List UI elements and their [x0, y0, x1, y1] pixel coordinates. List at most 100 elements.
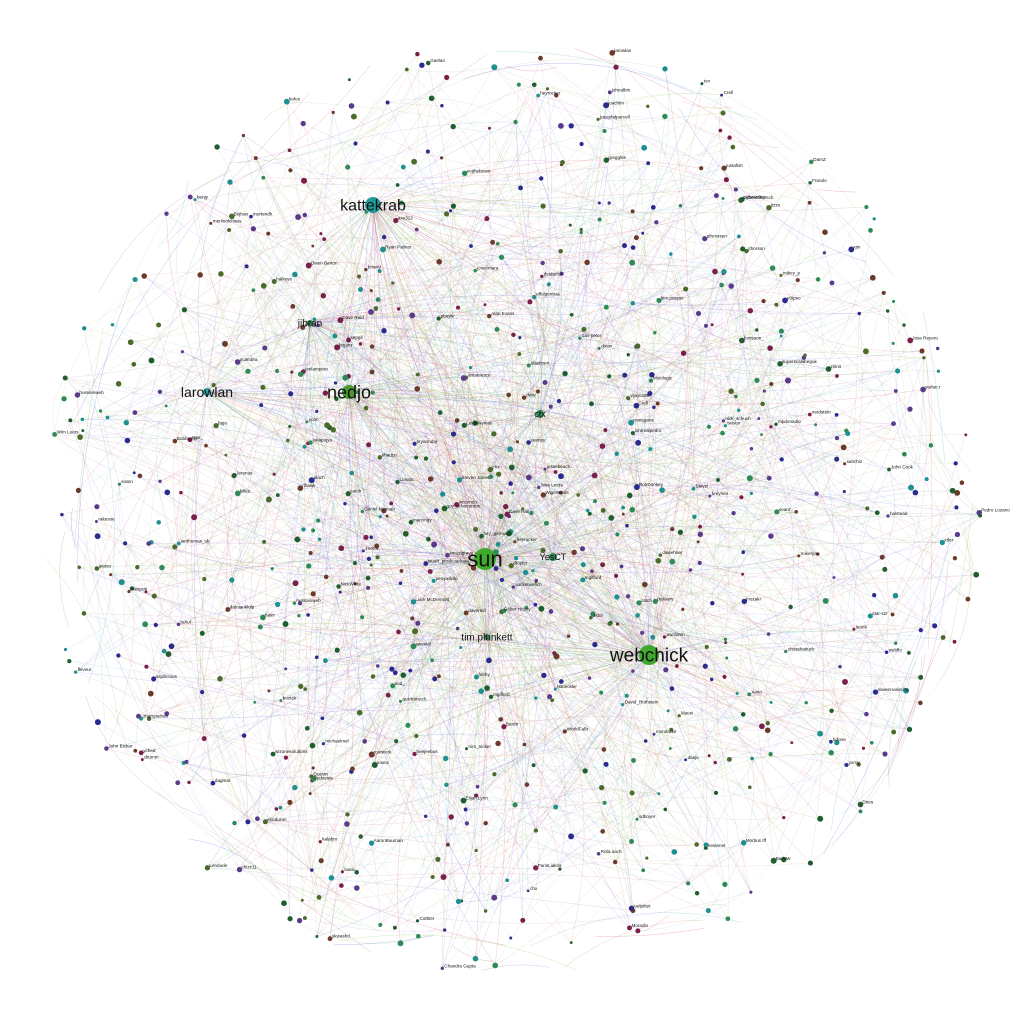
network-node	[779, 334, 783, 338]
network-edge	[485, 556, 554, 912]
node-label: xtfer	[944, 538, 953, 543]
network-edge	[264, 347, 349, 898]
network-edge	[220, 273, 785, 818]
network-edge	[552, 426, 772, 558]
network-edge	[84, 328, 312, 481]
network-edge	[372, 204, 592, 404]
network-edge	[741, 497, 818, 555]
network-node	[835, 374, 839, 378]
network-edge	[484, 300, 786, 560]
network-edge	[268, 448, 511, 500]
network-node	[817, 815, 824, 822]
node-label: dixon_	[601, 343, 615, 348]
node-label: Lunatic	[400, 477, 416, 482]
network-edge	[475, 850, 495, 898]
network-node	[451, 460, 456, 465]
network-edge	[486, 218, 532, 534]
network-edge	[134, 391, 208, 413]
node-label: Steven Jones	[462, 475, 491, 480]
network-node	[506, 530, 512, 537]
network-node	[581, 326, 587, 332]
network-edge	[327, 377, 467, 426]
network-node	[655, 558, 662, 564]
network-edge	[488, 95, 557, 661]
network-edge	[411, 315, 554, 558]
network-node	[757, 417, 761, 421]
network-edge	[717, 479, 910, 730]
network-edge	[476, 722, 768, 851]
network-edge	[412, 315, 772, 385]
network-node	[274, 807, 279, 811]
network-edge	[497, 544, 596, 645]
network-edge	[465, 653, 555, 810]
hub-label-larowlan: larowlan	[181, 384, 233, 400]
network-node	[659, 487, 665, 493]
network-node	[504, 511, 510, 517]
network-edge	[416, 733, 660, 794]
network-edge	[388, 694, 832, 758]
network-node	[123, 541, 128, 546]
network-edge	[561, 663, 706, 682]
network-edge	[141, 668, 286, 719]
network-node	[445, 842, 450, 847]
network-edge	[770, 490, 953, 537]
network-node	[165, 651, 172, 657]
network-edge	[617, 534, 632, 597]
network-edge	[476, 414, 837, 851]
network-node	[287, 916, 293, 922]
network-node	[782, 815, 786, 820]
network-node	[569, 941, 573, 944]
network-edge	[206, 391, 468, 824]
network-edge	[865, 351, 912, 488]
network-node	[517, 352, 522, 356]
network-edge	[364, 558, 486, 742]
network-edge	[427, 62, 486, 560]
network-node	[222, 340, 228, 347]
network-edge	[348, 375, 943, 543]
network-edge	[484, 558, 633, 794]
network-edge	[309, 316, 580, 339]
network-node	[334, 396, 339, 401]
network-edge	[484, 558, 887, 654]
network-node	[721, 419, 725, 423]
network-edge	[407, 403, 592, 726]
network-edge	[127, 158, 266, 320]
network-edge	[348, 391, 557, 657]
network-node	[241, 733, 247, 738]
network-edge	[581, 229, 782, 337]
network-node	[366, 585, 371, 590]
node-label: pcambra	[240, 357, 258, 362]
network-node	[450, 431, 457, 437]
network-node	[614, 451, 619, 457]
network-edge	[118, 655, 286, 681]
network-edge	[780, 202, 810, 276]
network-node	[600, 829, 606, 834]
network-edge	[285, 654, 650, 670]
network-node	[832, 576, 836, 579]
network-node	[769, 700, 773, 704]
network-node	[872, 689, 879, 695]
network-node	[522, 742, 527, 747]
network-edge	[434, 678, 499, 744]
network-edge	[501, 611, 653, 638]
network-node	[511, 332, 516, 338]
network-edge	[151, 334, 338, 361]
network-edge	[227, 586, 339, 615]
network-node	[151, 593, 157, 599]
network-edge	[85, 695, 203, 817]
network-edge	[552, 94, 722, 558]
network-node	[292, 601, 297, 605]
network-edge	[194, 392, 373, 518]
network-edge	[329, 741, 397, 939]
network-edge	[636, 237, 838, 377]
network-edge	[705, 95, 784, 667]
network-edge	[831, 482, 963, 711]
network-edge	[504, 610, 921, 678]
network-edge	[303, 102, 388, 181]
network-edge	[151, 542, 486, 577]
network-node	[678, 204, 683, 208]
network-edge	[294, 660, 327, 788]
network-edge	[601, 787, 784, 820]
network-edge	[250, 204, 374, 703]
network-edge	[183, 762, 281, 808]
